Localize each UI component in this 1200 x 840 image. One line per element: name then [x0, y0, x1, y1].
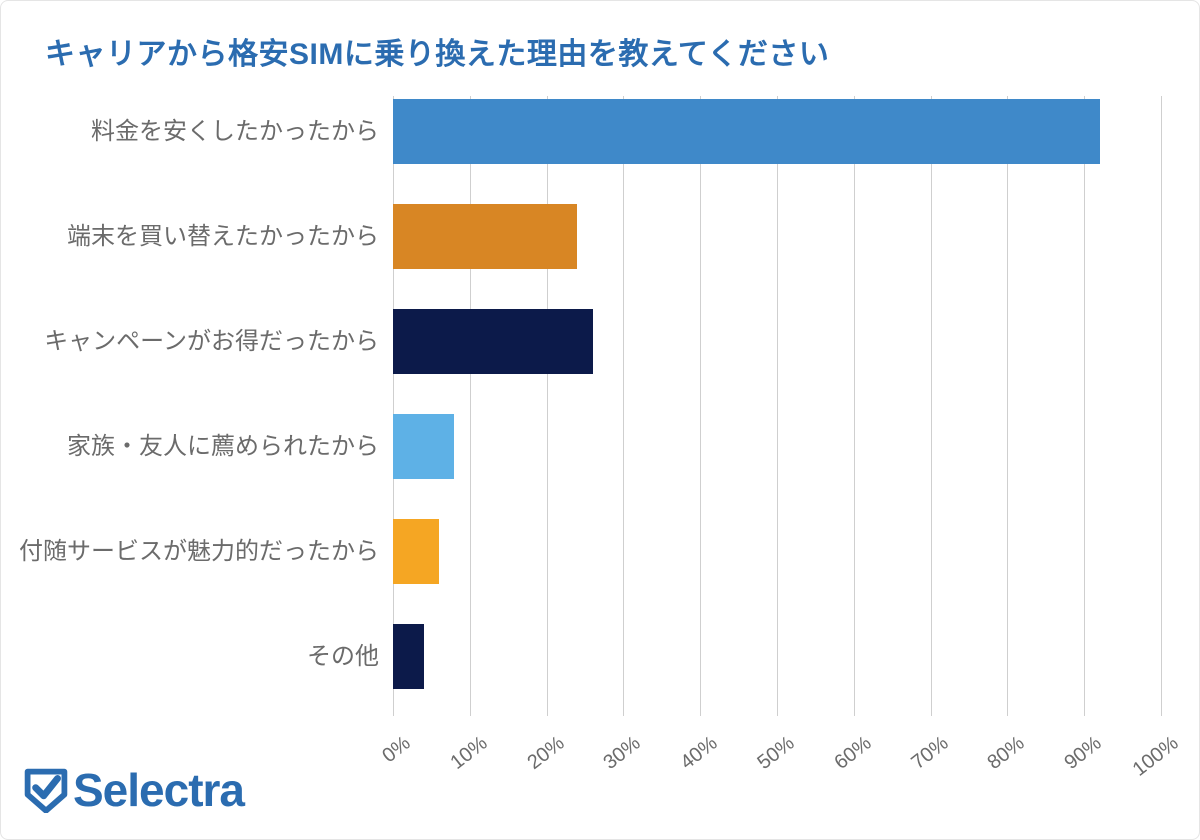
x-tick-label: 10%: [431, 732, 492, 787]
gridline: [547, 96, 548, 716]
chart-plot-area: [393, 96, 1161, 716]
gridline: [393, 96, 394, 716]
brand-check-icon: [23, 767, 69, 813]
y-axis-label: 料金を安くしたかったから: [19, 99, 379, 164]
y-axis-label: 家族・友人に薦められたから: [19, 414, 379, 479]
gridline: [1007, 96, 1008, 716]
gridline: [854, 96, 855, 716]
brand-logo: Selectra: [23, 763, 244, 817]
gridline: [1084, 96, 1085, 716]
x-tick-label: 70%: [891, 732, 952, 787]
chart-bar: [393, 414, 454, 479]
gridline: [777, 96, 778, 716]
y-axis-label: キャンペーンがお得だったから: [19, 309, 379, 374]
x-tick-label: 80%: [968, 732, 1029, 787]
chart-title: キャリアから格安SIMに乗り換えた理由を教えてください: [45, 29, 829, 73]
chart-bar: [393, 204, 577, 269]
x-tick-label: 50%: [738, 732, 799, 787]
gridline: [623, 96, 624, 716]
x-tick-label: 0%: [354, 732, 415, 787]
x-tick-label: 20%: [507, 732, 568, 787]
brand-name: Selectra: [73, 763, 244, 817]
chart-bar: [393, 309, 593, 374]
gridline: [700, 96, 701, 716]
y-axis-label: 端末を買い替えたかったから: [19, 204, 379, 269]
x-tick-label: 100%: [1122, 732, 1183, 787]
gridline: [931, 96, 932, 716]
gridline: [470, 96, 471, 716]
x-tick-label: 30%: [584, 732, 645, 787]
chart-bar: [393, 519, 439, 584]
chart-bar: [393, 624, 424, 689]
chart-bar: [393, 99, 1100, 164]
x-tick-label: 90%: [1045, 732, 1106, 787]
x-tick-label: 60%: [815, 732, 876, 787]
y-axis-label: 付随サービスが魅力的だったから: [19, 519, 379, 584]
x-tick-label: 40%: [661, 732, 722, 787]
y-axis-label: その他: [19, 624, 379, 689]
gridline: [1161, 96, 1162, 716]
